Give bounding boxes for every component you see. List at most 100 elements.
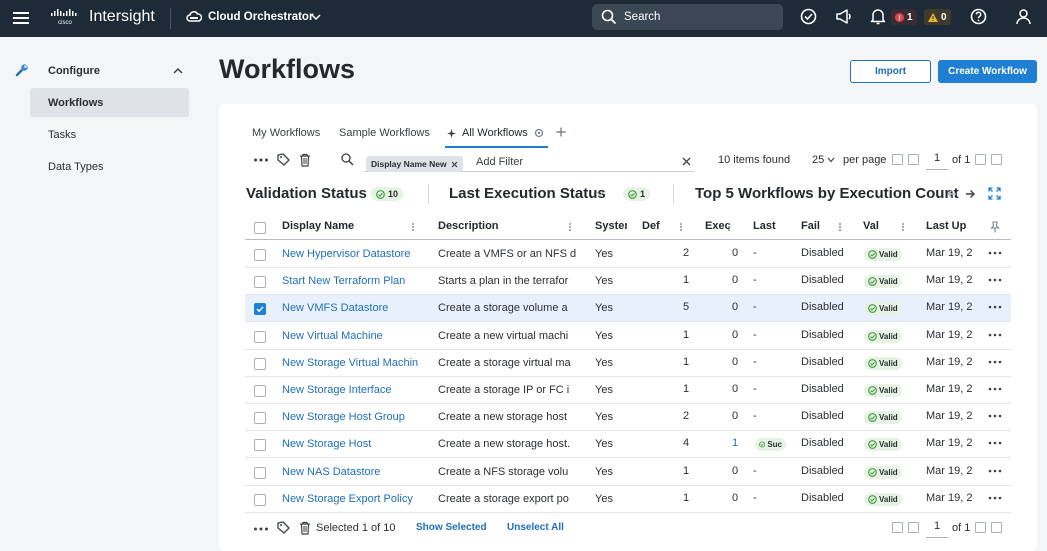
table-row[interactable] bbox=[245, 350, 1011, 377]
column-resize-handle[interactable] bbox=[901, 222, 905, 232]
footer-delete-trash-icon[interactable] bbox=[299, 521, 311, 535]
chevron-up-icon[interactable] bbox=[172, 66, 184, 76]
row-checkbox[interactable] bbox=[254, 439, 266, 451]
nav-item-workflows[interactable]: Workflows bbox=[30, 88, 189, 117]
notifications-bell-icon[interactable] bbox=[870, 8, 886, 25]
row-checkbox[interactable] bbox=[254, 467, 266, 479]
user-profile-icon[interactable] bbox=[1015, 8, 1032, 25]
row-checkbox[interactable] bbox=[254, 303, 266, 315]
tab-my-workflows[interactable]: My Workflows bbox=[252, 127, 321, 139]
footer-last-page-icon[interactable] bbox=[991, 522, 1002, 533]
row-actions-menu-icon[interactable] bbox=[988, 413, 1002, 419]
row-actions-menu-icon[interactable] bbox=[988, 468, 1002, 474]
show-selected-link[interactable]: Show Selected bbox=[416, 522, 487, 533]
tab-all-workflows[interactable]: All Workflows bbox=[462, 127, 528, 139]
footer-tag-icon[interactable] bbox=[277, 521, 290, 535]
hamburger-menu-icon[interactable] bbox=[10, 7, 32, 29]
table-row[interactable] bbox=[245, 431, 1011, 458]
footer-first-page-icon[interactable] bbox=[892, 522, 903, 533]
workflow-name-link[interactable]: New Storage Interface bbox=[282, 384, 392, 396]
tasks-check-icon[interactable] bbox=[800, 8, 817, 25]
workflow-name-link[interactable]: New Virtual Machine bbox=[282, 330, 383, 342]
column-resize-handle[interactable] bbox=[679, 222, 683, 232]
workflow-name-link[interactable]: New VMFS Datastore bbox=[282, 302, 389, 314]
footer-page-number-input[interactable]: 1 bbox=[926, 520, 948, 538]
column-resize-handle[interactable] bbox=[568, 222, 572, 232]
nav-item-tasks[interactable]: Tasks bbox=[30, 120, 189, 149]
workflow-name-link[interactable]: Start New Terraform Plan bbox=[282, 275, 406, 287]
row-checkbox[interactable] bbox=[254, 331, 266, 343]
page-number-input[interactable]: 1 bbox=[926, 152, 948, 170]
nav-section-configure[interactable]: Configure bbox=[48, 65, 100, 77]
footer-next-page-icon[interactable] bbox=[975, 522, 986, 533]
column-header-display-name[interactable]: Display Name bbox=[282, 220, 355, 232]
workflow-name-link[interactable]: New Storage Host bbox=[282, 438, 372, 450]
column-resize-handle[interactable] bbox=[727, 222, 731, 232]
row-actions-menu-icon[interactable] bbox=[988, 359, 1002, 365]
column-header-val[interactable]: Val bbox=[863, 220, 879, 232]
clear-filter-close-icon[interactable] bbox=[682, 157, 691, 166]
column-header-last[interactable]: Last bbox=[753, 220, 776, 232]
nav-item-data-types[interactable]: Data Types bbox=[30, 152, 189, 181]
per-page-select[interactable]: 25 bbox=[812, 154, 835, 166]
footer-more-actions-icon[interactable] bbox=[253, 523, 269, 535]
execution-count[interactable]: 1 bbox=[732, 437, 739, 449]
last-execution-status-badge[interactable]: Suc bbox=[755, 438, 786, 451]
add-filter-input[interactable]: Add Filter bbox=[476, 156, 524, 168]
row-actions-menu-icon[interactable] bbox=[988, 386, 1002, 392]
row-actions-menu-icon[interactable] bbox=[988, 440, 1002, 446]
announcement-megaphone-icon[interactable] bbox=[835, 8, 853, 25]
create-workflow-button[interactable]: Create Workflow bbox=[938, 60, 1037, 83]
row-checkbox[interactable] bbox=[254, 276, 266, 288]
last-page-icon[interactable] bbox=[991, 154, 1002, 165]
column-resize-handle[interactable] bbox=[838, 222, 842, 232]
filter-chip[interactable]: Display Name New bbox=[366, 156, 463, 172]
column-header-exec[interactable]: Exec bbox=[705, 220, 731, 232]
footer-prev-page-icon[interactable] bbox=[908, 522, 919, 533]
search-box[interactable]: Search bbox=[592, 4, 783, 30]
row-actions-menu-icon[interactable] bbox=[988, 250, 1002, 256]
column-pin-icon[interactable] bbox=[990, 221, 1000, 233]
expand-icon[interactable] bbox=[988, 187, 1001, 200]
chevron-down-icon[interactable] bbox=[310, 12, 322, 22]
row-actions-menu-icon[interactable] bbox=[988, 495, 1002, 501]
table-row[interactable] bbox=[245, 268, 1011, 295]
arrow-right-icon[interactable] bbox=[964, 188, 976, 200]
workflow-name-link[interactable]: New Storage Host Group bbox=[282, 411, 405, 423]
filter-search-icon[interactable] bbox=[341, 153, 354, 166]
column-header-def[interactable]: Def bbox=[642, 220, 660, 232]
workflow-name-link[interactable]: New Storage Virtual Machin bbox=[282, 357, 419, 369]
table-row[interactable] bbox=[245, 377, 1011, 404]
workflow-name-link[interactable]: New NAS Datastore bbox=[282, 466, 381, 478]
unselect-all-link[interactable]: Unselect All bbox=[507, 522, 564, 533]
table-row[interactable] bbox=[245, 404, 1011, 431]
column-header-fail[interactable]: Fail bbox=[801, 220, 820, 232]
import-button[interactable]: Import bbox=[850, 60, 931, 83]
column-header-last-updated[interactable]: Last Up bbox=[926, 220, 967, 232]
execution-count-badge[interactable]: 1 bbox=[623, 187, 651, 201]
add-tab-icon[interactable] bbox=[556, 127, 566, 137]
tag-icon[interactable] bbox=[277, 153, 290, 167]
table-row[interactable] bbox=[245, 486, 1011, 513]
warning-alarm-badge[interactable]: 0 bbox=[924, 9, 951, 25]
row-actions-menu-icon[interactable] bbox=[988, 277, 1002, 283]
row-checkbox[interactable] bbox=[254, 494, 266, 506]
row-actions-menu-icon[interactable] bbox=[988, 304, 1002, 310]
table-row[interactable] bbox=[245, 323, 1011, 350]
first-page-icon[interactable] bbox=[892, 154, 903, 165]
row-checkbox[interactable] bbox=[254, 412, 266, 424]
context-selector[interactable]: Cloud Orchestrator bbox=[208, 11, 314, 23]
row-checkbox[interactable] bbox=[254, 249, 266, 261]
more-actions-icon[interactable] bbox=[253, 153, 269, 167]
prev-page-icon[interactable] bbox=[908, 154, 919, 165]
arrow-left-icon[interactable] bbox=[946, 188, 958, 200]
table-row[interactable] bbox=[245, 459, 1011, 486]
pin-icon[interactable] bbox=[447, 129, 456, 138]
column-header-system[interactable]: System bbox=[595, 220, 627, 232]
select-all-checkbox[interactable] bbox=[254, 222, 266, 234]
delete-trash-icon[interactable] bbox=[299, 153, 311, 167]
workflow-name-link[interactable]: New Storage Export Policy bbox=[282, 493, 413, 505]
validation-count-badge[interactable]: 10 bbox=[371, 187, 404, 201]
workflow-name-link[interactable]: New Hypervisor Datastore bbox=[282, 248, 411, 260]
row-actions-menu-icon[interactable] bbox=[988, 332, 1002, 338]
